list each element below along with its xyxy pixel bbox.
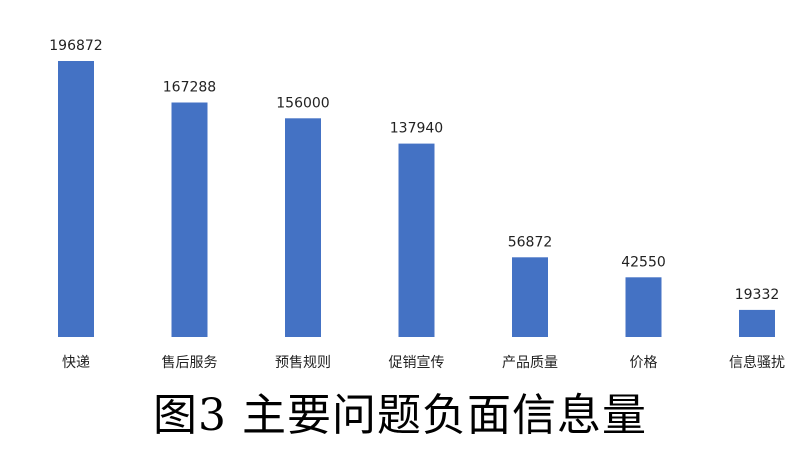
value-label-1: 196872 bbox=[49, 38, 102, 54]
bar-3 bbox=[285, 118, 321, 337]
value-label-4: 137940 bbox=[390, 121, 443, 137]
bar-2 bbox=[171, 102, 208, 337]
bar-6 bbox=[625, 277, 662, 337]
bar-5 bbox=[512, 257, 548, 337]
category-label-6: 价格 bbox=[630, 355, 658, 371]
category-label-7: 信息骚扰 bbox=[729, 354, 785, 371]
bar-4 bbox=[398, 143, 435, 337]
category-label-3: 预售规则 bbox=[275, 355, 331, 371]
category-label-2: 售后服务 bbox=[162, 355, 218, 371]
value-label-7: 19332 bbox=[735, 287, 780, 303]
value-label-6: 42550 bbox=[621, 254, 666, 270]
value-label-3: 156000 bbox=[276, 95, 329, 111]
category-label-4: 促销宣传 bbox=[389, 355, 445, 371]
bar-1 bbox=[58, 61, 94, 337]
category-label-1: 快递 bbox=[62, 355, 90, 371]
chart-title: 图3 主要问题负面信息量 bbox=[153, 390, 647, 441]
category-label-5: 产品质量 bbox=[502, 355, 558, 371]
category-labels-group: 快递 售后服务 预售规则 促销宣传 产品质量 价格 信息骚扰 bbox=[62, 354, 785, 371]
bar-7 bbox=[739, 309, 775, 337]
bars-group bbox=[58, 61, 775, 337]
value-labels-group: 196872 167288 156000 137940 56872 42550 19332 bbox=[49, 38, 779, 303]
bar-chart: 196872167288156000137940568724255019332 … bbox=[49, 38, 785, 371]
value-label-5: 56872 bbox=[508, 234, 553, 250]
value-label-2: 167288 bbox=[163, 80, 216, 96]
